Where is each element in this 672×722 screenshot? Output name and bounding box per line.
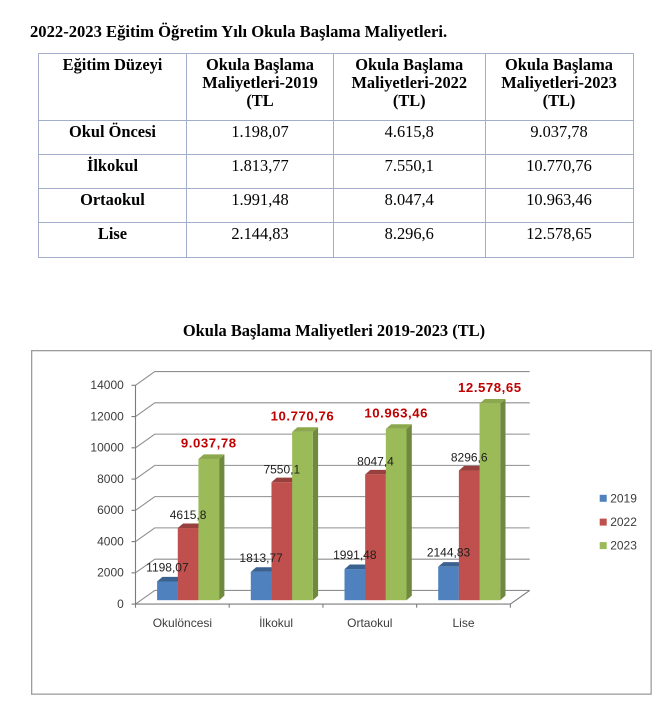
svg-text:7550,1: 7550,1 (263, 462, 300, 476)
svg-text:2023: 2023 (610, 539, 637, 553)
svg-text:9.037,78: 9.037,78 (181, 435, 237, 450)
svg-text:8047,4: 8047,4 (357, 455, 394, 469)
svg-text:1198,07: 1198,07 (146, 560, 189, 574)
svg-text:8296,6: 8296,6 (451, 451, 488, 465)
svg-text:2144,83: 2144,83 (427, 546, 471, 560)
svg-text:4000: 4000 (97, 534, 124, 548)
svg-text:12000: 12000 (90, 409, 124, 423)
svg-text:10000: 10000 (90, 441, 124, 455)
svg-text:8000: 8000 (97, 472, 124, 486)
svg-text:6000: 6000 (97, 503, 124, 517)
svg-text:2000: 2000 (97, 566, 124, 580)
svg-text:1991,48: 1991,48 (333, 548, 377, 562)
svg-text:2022: 2022 (610, 515, 637, 529)
svg-text:İlkokul: İlkokul (259, 616, 293, 630)
svg-text:12.578,65: 12.578,65 (458, 380, 522, 395)
svg-text:Lise: Lise (452, 616, 474, 630)
svg-text:14000: 14000 (90, 378, 124, 392)
svg-text:Ortaokul: Ortaokul (347, 616, 392, 630)
svg-text:1813,77: 1813,77 (239, 551, 283, 565)
svg-text:Okulöncesi: Okulöncesi (153, 616, 212, 630)
svg-text:0: 0 (117, 597, 124, 611)
svg-text:10.770,76: 10.770,76 (271, 408, 335, 423)
svg-text:4615,8: 4615,8 (170, 508, 207, 522)
svg-text:10.963,46: 10.963,46 (364, 405, 428, 420)
svg-text:2019: 2019 (610, 491, 637, 505)
